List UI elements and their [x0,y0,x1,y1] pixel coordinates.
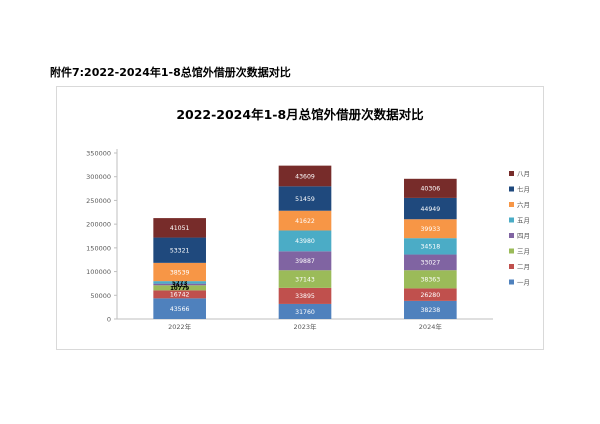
bar-segment [153,285,206,291]
legend-swatch [509,264,514,269]
legend-label: 七月 [517,185,530,194]
legend-swatch [509,186,514,192]
legend-label: 四月 [517,232,530,240]
data-label: 33027 [420,260,440,267]
x-axis: 2022年 2023年 2024年 [117,318,493,331]
bar-stack: 31760 33895 37143 39887 43980 41622 51459 43609 [278,165,332,319]
data-label: 53321 [170,248,190,255]
y-tick-label: 200000 [86,221,111,229]
bar-segment [153,237,206,263]
bar-segment [404,254,457,271]
document-heading: 附件7:2022-2024年1-8总馆外借册次数据对比 [50,66,291,79]
y-tick-label: 150000 [86,244,111,252]
legend-label: 一月 [517,279,530,287]
data-label: 43980 [295,238,315,245]
y-tick-label: 100000 [86,268,111,276]
bar-segment [153,298,206,319]
bar-segment [153,262,206,282]
y-tick-label: 250000 [86,197,111,205]
bar-segment [153,281,206,284]
y-tick-label: 50000 [90,292,111,300]
data-label: 33895 [295,293,315,300]
bar-segment [278,210,332,231]
bar-segment [404,219,457,239]
data-label: 10779 [170,286,189,292]
legend-item: 四月 [509,232,530,240]
bar-segment [404,270,457,289]
legend-swatch [509,171,514,176]
bar-segment [278,303,332,319]
bar-stack: 38238 26280 38363 33027 34518 39933 44949 40306 [404,178,457,319]
legend-label: 五月 [517,217,530,225]
bar-segment [153,283,206,286]
data-label: 37143 [295,276,315,283]
data-label: 38539 [170,269,190,276]
data-label: 43609 [295,173,315,180]
bar-segment [278,251,332,271]
legend-swatch [509,202,514,207]
chart-title: 2022-2024年1-8月总馆外借册次数据对比 [176,107,424,122]
legend-item: 六月 [509,200,530,209]
data-label: 5273 [172,281,187,287]
legend-item: 一月 [509,279,530,287]
bar-segment [404,197,457,220]
legend-item: 二月 [509,263,530,271]
x-tick-label: 2024年 [419,322,443,331]
chart-frame: 2022-2024年1-8月总馆外借册次数据对比 0 50000 100000 150… [56,86,544,350]
y-axis: 0 50000 100000 150000 200000 250000 300000 3500… [86,149,118,324]
stacked-bar-chart: 2022-2024年1-8月总馆外借册次数据对比 0 50000 100000 150… [86,107,530,331]
legend-swatch [509,233,514,238]
data-label: 34518 [420,244,440,251]
legend-swatch [509,248,514,254]
data-label: 38363 [420,277,440,284]
bar-segment [278,165,332,187]
legend-item: 五月 [509,217,530,225]
data-label: 44949 [420,206,440,213]
data-label: 51459 [295,196,315,203]
y-tick-label: 350000 [86,150,111,158]
data-label: 41622 [295,218,315,225]
data-label: 3473 [172,283,187,289]
legend-label: 三月 [517,248,530,256]
bar-segment [278,230,332,252]
bar-segment [278,186,332,211]
bar-segment [153,290,206,299]
data-label: 38238 [420,307,440,314]
legend-swatch [509,217,514,223]
bar-segment [404,178,457,198]
data-label: 41051 [170,225,190,232]
y-tick-label: 300000 [86,173,111,181]
data-label: 39933 [420,226,440,233]
bar-segment [278,270,332,288]
data-label: 39887 [295,258,315,265]
legend-item: 七月 [509,185,530,194]
data-label: 16742 [170,292,190,299]
legend-label: 二月 [517,263,530,271]
legend-item: 八月 [509,170,530,178]
bar-segment [153,218,206,238]
legend-swatch [509,279,514,285]
x-tick-label: 2023年 [293,322,317,331]
x-tick-label: 2022年 [168,322,192,331]
legend-item: 三月 [509,248,530,256]
data-label: 31760 [295,309,315,316]
bar-segment [278,287,332,304]
legend-label: 六月 [517,200,530,209]
data-label: 40306 [420,186,440,193]
data-label: 43566 [170,306,190,313]
y-tick-label: 0 [107,316,111,324]
bar-segment [404,288,457,301]
bar-segment [404,300,457,319]
bar-segment [404,238,457,255]
legend-label: 八月 [517,170,530,178]
data-label: 26280 [420,292,440,299]
